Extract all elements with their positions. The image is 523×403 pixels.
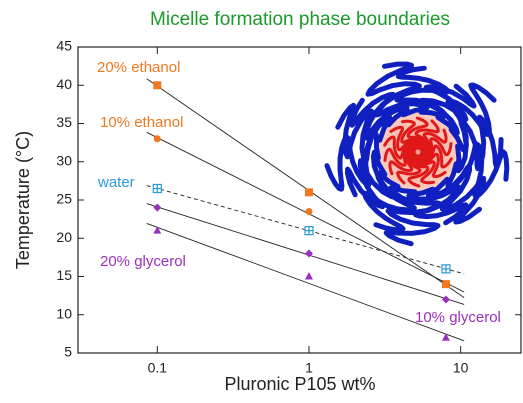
hydrophobic-chain (388, 146, 417, 176)
marker-triangle (153, 226, 162, 234)
x-tick-label: 10 (453, 360, 469, 376)
hydrophobic-chain (414, 152, 447, 179)
marker-circle (305, 207, 313, 215)
hydrophilic-chain (365, 61, 430, 118)
y-tick-label: 40 (56, 76, 72, 92)
x-tick-label: 0.1 (148, 360, 168, 376)
series-label: water (97, 174, 135, 191)
hydrophilic-chain (416, 83, 477, 136)
hydrophobic-chain (383, 135, 419, 160)
y-tick-label: 5 (64, 344, 72, 360)
hydrophilic-chain (455, 114, 504, 174)
y-tick-label: 10 (56, 305, 72, 321)
hydrophobic-chain (414, 119, 440, 154)
hydrophobic-chain (417, 144, 453, 169)
hydrophobic-chain (420, 137, 453, 161)
hydrophobic-chain (389, 125, 422, 152)
x-tick-label: 1 (305, 360, 313, 376)
series (153, 226, 450, 341)
marker-crossed-square (152, 183, 162, 194)
hydrophilic-chain (345, 149, 398, 210)
marker-square (153, 81, 162, 90)
marker-triangle (304, 272, 313, 280)
series-label: 10% glycerol (415, 309, 501, 326)
marker-diamond (441, 295, 450, 304)
fit-line (146, 131, 465, 293)
hydrophobic-chain (419, 128, 448, 158)
marker-diamond (153, 203, 162, 212)
marker-crossed-square (441, 264, 451, 274)
marker-circle (442, 280, 450, 288)
fit-line (146, 78, 465, 298)
y-tick-label: 30 (56, 152, 72, 168)
hydrophobic-chain (407, 153, 430, 188)
series-label: 20% ethanol (97, 59, 180, 76)
series (153, 135, 450, 288)
y-tick-label: 25 (56, 191, 72, 207)
micelle-illustration (324, 61, 510, 247)
marker-circle (153, 135, 161, 143)
hydrophobic-chain (411, 154, 436, 185)
marker-crossed-square (304, 226, 314, 236)
hydrophobic-chain (396, 150, 422, 185)
fit-line (146, 222, 465, 342)
hydrophobic-chain (400, 119, 425, 150)
series (152, 183, 451, 274)
hydrophobic-chain (383, 143, 416, 167)
y-tick-label: 20 (56, 229, 72, 245)
marker-diamond (304, 249, 313, 258)
series-label: 10% ethanol (100, 114, 183, 131)
hydrophilic-chain (383, 185, 442, 247)
marker-square (304, 188, 313, 197)
x-axis-label: Pluronic P105 wt% (224, 374, 375, 394)
series (153, 203, 450, 304)
y-tick-label: 15 (56, 267, 72, 283)
y-tick-label: 35 (56, 114, 72, 130)
chart-title: Micelle formation phase boundaries (150, 9, 450, 30)
y-axis-label: Temperature (°C) (13, 131, 33, 269)
series-label: 20% glycerol (100, 253, 186, 270)
marker-triangle (441, 333, 450, 341)
hydrophobic-chain (406, 116, 429, 151)
y-tick-label: 45 (56, 38, 72, 54)
